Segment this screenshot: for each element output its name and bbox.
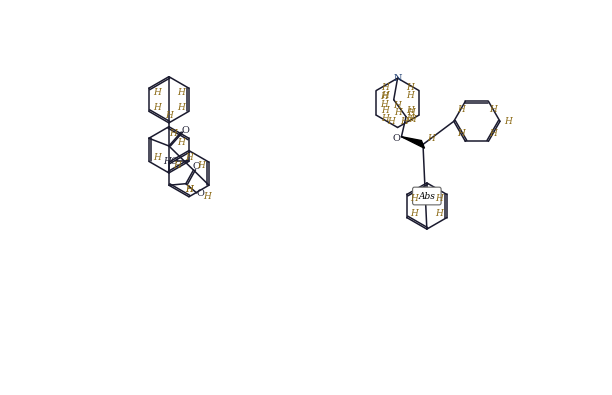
Text: H: H <box>380 100 387 109</box>
Text: H: H <box>381 106 389 115</box>
Text: H: H <box>177 88 185 96</box>
Polygon shape <box>401 137 425 148</box>
Text: H: H <box>457 105 465 113</box>
Text: H: H <box>165 111 173 120</box>
Text: H: H <box>411 194 419 203</box>
Text: H: H <box>185 185 193 194</box>
Text: H: H <box>177 137 185 147</box>
Text: H: H <box>203 192 211 201</box>
Text: O: O <box>196 189 204 198</box>
Text: H: H <box>504 117 512 126</box>
Text: HO: HO <box>163 157 178 166</box>
Text: H: H <box>406 106 414 115</box>
Text: H: H <box>407 107 414 117</box>
Text: H: H <box>435 209 443 218</box>
Text: H: H <box>406 90 414 100</box>
Text: H: H <box>406 114 414 123</box>
Text: H: H <box>406 83 414 92</box>
Text: H: H <box>489 129 497 138</box>
FancyBboxPatch shape <box>412 187 441 205</box>
Text: H: H <box>457 129 465 138</box>
Text: H: H <box>380 92 387 101</box>
Text: H: H <box>408 115 416 124</box>
Text: N: N <box>394 74 402 83</box>
Text: H: H <box>400 117 408 126</box>
Text: H: H <box>169 129 177 138</box>
Text: H: H <box>381 114 389 123</box>
Text: H: H <box>489 105 497 113</box>
Text: O: O <box>392 134 400 143</box>
Text: O: O <box>193 162 201 171</box>
Text: H: H <box>435 194 443 203</box>
Text: H: H <box>185 185 193 194</box>
Text: H: H <box>387 117 395 126</box>
Text: H: H <box>381 83 389 92</box>
Text: H: H <box>197 162 205 171</box>
Text: H: H <box>411 209 419 218</box>
Text: H: H <box>152 88 160 96</box>
Text: H: H <box>173 162 181 171</box>
Text: H: H <box>393 102 401 111</box>
Text: H: H <box>394 107 402 117</box>
Text: H: H <box>185 153 193 162</box>
Text: H: H <box>177 103 185 112</box>
Text: H: H <box>427 134 435 143</box>
Text: O: O <box>182 126 190 135</box>
Text: H: H <box>152 103 160 112</box>
Text: H: H <box>381 90 389 100</box>
Text: H: H <box>152 153 160 162</box>
Text: Abs: Abs <box>419 192 435 201</box>
